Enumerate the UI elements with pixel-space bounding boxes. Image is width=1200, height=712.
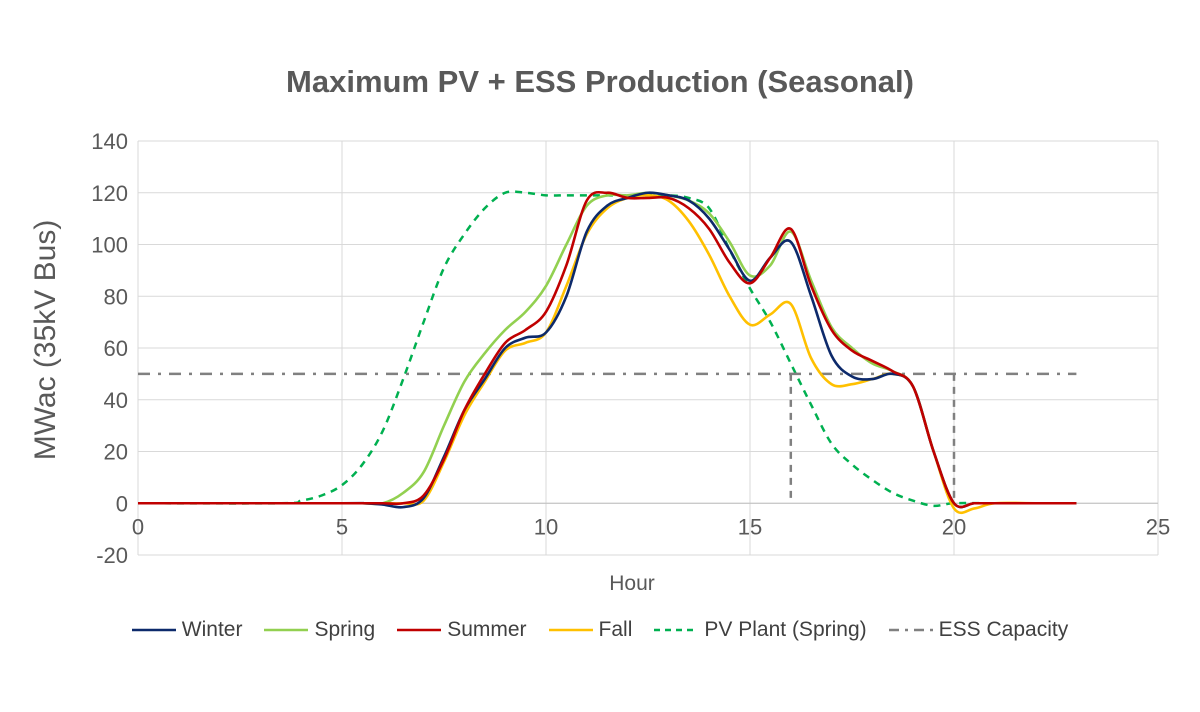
y-tick-label: 20 xyxy=(104,440,128,465)
series-lines xyxy=(137,190,1077,515)
legend-swatch xyxy=(264,628,309,632)
legend-label: Summer xyxy=(447,618,527,641)
legend-item: ESS Capacity xyxy=(888,618,1069,642)
legend-swatch xyxy=(397,628,442,632)
legend-item: PV Plant (Spring) xyxy=(654,618,867,642)
x-tick-label: 20 xyxy=(942,514,966,539)
x-tick-label: 15 xyxy=(738,514,762,539)
series-line-fall xyxy=(137,193,1077,515)
y-axis-title: MWac (35kV Bus) xyxy=(29,220,62,461)
chart-title: Maximum PV + ESS Production (Seasonal) xyxy=(286,64,914,99)
legend-swatch xyxy=(548,628,593,632)
legend-swatch xyxy=(131,628,176,632)
x-axis-title: Hour xyxy=(609,572,655,595)
x-tick-labels: 0 5 10 15 20 25 xyxy=(132,514,1170,539)
y-tick-label: 0 xyxy=(116,491,128,516)
legend-item: Summer xyxy=(397,618,527,642)
legend-swatch xyxy=(654,628,699,632)
legend-item: Spring xyxy=(264,618,375,642)
legend: Winter Spring Summer Fall PV Plant (Spring) E… xyxy=(0,618,1200,642)
y-tick-label: 60 xyxy=(104,336,128,361)
x-tick-label: 0 xyxy=(132,514,144,539)
legend-item: Fall xyxy=(548,618,633,642)
annotations xyxy=(789,373,956,504)
legend-label: Winter xyxy=(181,618,243,641)
legend-label: Fall xyxy=(598,618,633,641)
y-tick-label: 120 xyxy=(91,181,128,206)
legend-label: Spring xyxy=(314,618,376,641)
series-line-summer xyxy=(137,190,1077,509)
legend-label: PV Plant (Spring) xyxy=(704,618,867,641)
x-tick-label: 5 xyxy=(336,514,348,539)
legend-label: ESS Capacity xyxy=(938,618,1069,641)
y-tick-labels: 140 120 100 80 60 40 20 0 -20 xyxy=(91,129,128,568)
y-tick-label: 140 xyxy=(91,129,128,154)
y-tick-label: -20 xyxy=(96,543,128,568)
y-tick-label: 40 xyxy=(104,388,128,413)
legend-swatch xyxy=(888,628,933,632)
x-tick-label: 10 xyxy=(534,514,558,539)
x-tick-label: 25 xyxy=(1146,514,1170,539)
legend-item: Winter xyxy=(131,618,243,642)
gridlines xyxy=(137,140,1159,556)
y-tick-label: 80 xyxy=(104,284,128,309)
y-tick-label: 100 xyxy=(91,233,128,258)
